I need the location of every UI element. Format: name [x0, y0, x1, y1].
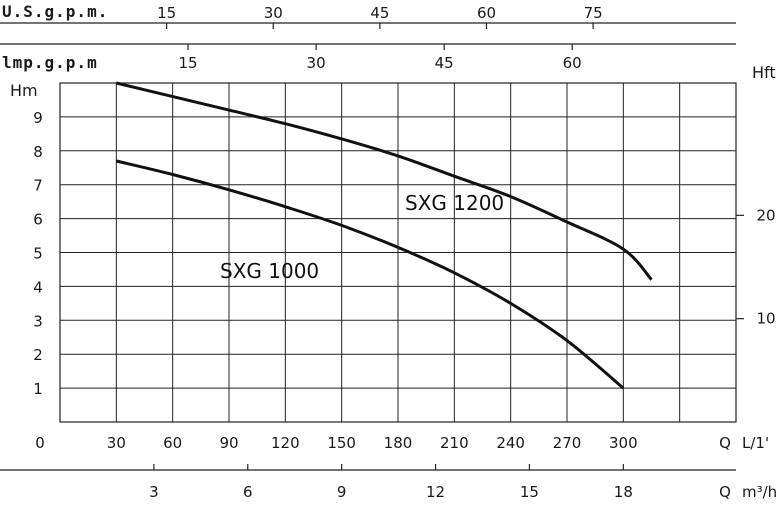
y-tick-label: 4 — [33, 278, 43, 296]
x-tick-label: 210 — [440, 434, 469, 452]
m3h-tick-label: 6 — [243, 483, 253, 501]
x-tick-label: 270 — [553, 434, 582, 452]
x-origin-label: 0 — [35, 434, 45, 452]
series-label-sxg-1200: SXG 1200 — [405, 191, 504, 215]
x-tick-label: 300 — [609, 434, 638, 452]
usgpm-axis-label: U.S.g.p.m. — [2, 2, 108, 21]
x-axis-label: L/1' — [742, 434, 769, 452]
y-right-axis-label: Hft — [752, 63, 776, 82]
usgpm-tick-label: 75 — [584, 4, 603, 22]
x-tick-label: 30 — [107, 434, 126, 452]
usgpm-tick-label: 15 — [157, 4, 176, 22]
impgpm-tick-label: 15 — [179, 54, 198, 72]
y-tick-label: 9 — [33, 109, 43, 127]
x-tick-label: 60 — [163, 434, 182, 452]
usgpm-tick-label: 45 — [370, 4, 389, 22]
m3h-tick-label: 3 — [149, 483, 159, 501]
y-right-tick-label: 20 — [756, 206, 775, 224]
x-tick-label: 180 — [384, 434, 413, 452]
impgpm-tick-label: 60 — [563, 54, 582, 72]
x-tick-label: 240 — [496, 434, 525, 452]
m3h-tick-label: 15 — [520, 483, 539, 501]
y-tick-label: 6 — [33, 211, 43, 229]
x-tick-label: 120 — [271, 434, 300, 452]
series-line-sxg-1200 — [115, 81, 653, 281]
m3h-tick-label: 9 — [337, 483, 347, 501]
y-tick-label: 1 — [33, 380, 43, 398]
impgpm-axis-label: lmp.g.p.m — [2, 53, 98, 72]
y-right-tick-label: 10 — [756, 310, 775, 328]
series-label-sxg-1000: SXG 1000 — [220, 259, 319, 283]
y-tick-label: 7 — [33, 177, 43, 195]
m3h-tick-label: 12 — [426, 483, 445, 501]
m3h-tick-label: 18 — [614, 483, 633, 501]
x-tick-label: 150 — [327, 434, 356, 452]
y-tick-label: 2 — [33, 346, 43, 364]
y-axis-label: Hm — [10, 81, 38, 100]
y-tick-label: 5 — [33, 245, 43, 263]
m3h-axis-label: m³/h — [742, 483, 777, 501]
y-tick-label: 8 — [33, 143, 43, 161]
x-tick-label: 90 — [219, 434, 238, 452]
y-tick-label: 3 — [33, 312, 43, 330]
m3h-axis-prefix: Q — [719, 483, 731, 501]
impgpm-tick-label: 45 — [435, 54, 454, 72]
usgpm-tick-label: 30 — [264, 4, 283, 22]
impgpm-tick-label: 30 — [307, 54, 326, 72]
series-line-sxg-1000 — [115, 159, 625, 390]
usgpm-tick-label: 60 — [477, 4, 496, 22]
x-axis-prefix: Q — [719, 434, 731, 452]
